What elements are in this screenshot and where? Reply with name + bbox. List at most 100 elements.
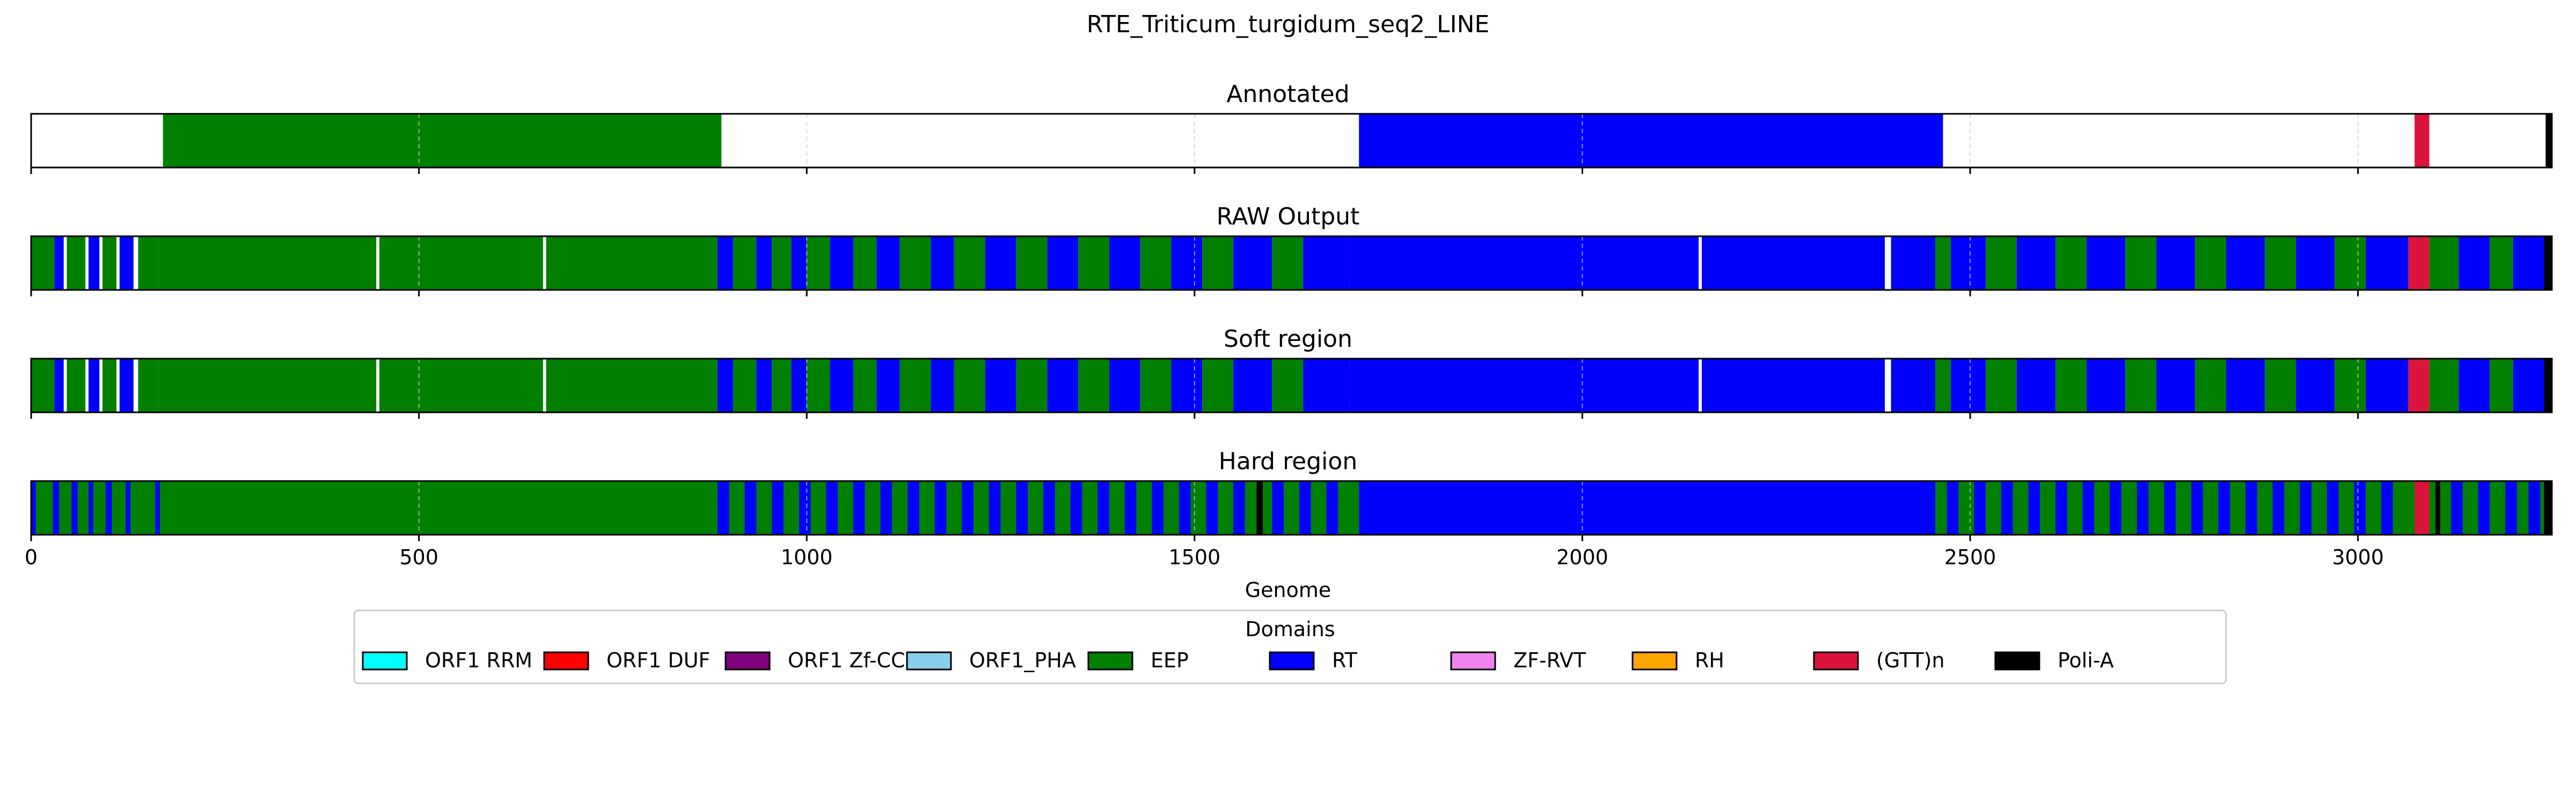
segment-eep <box>807 359 830 412</box>
segment-rt <box>756 236 772 290</box>
legend-label: ORF1_PHA <box>969 649 1076 672</box>
x-tick-label: 500 <box>399 545 438 569</box>
legend-label: Poli-A <box>2058 649 2114 672</box>
segment-rt <box>1702 236 1885 290</box>
segment-rt <box>876 359 900 412</box>
segment-eep <box>1985 359 2017 412</box>
segment-rt <box>88 236 100 290</box>
segment-eep <box>853 236 877 290</box>
segment-eep <box>67 359 86 412</box>
segment-eep <box>733 359 757 412</box>
track-annotated: Annotated <box>30 81 2553 174</box>
segment-rt <box>126 481 130 535</box>
legend-entry--gtt-n: (GTT)n <box>1813 649 1945 672</box>
segment-eep <box>954 236 985 290</box>
segment-rt <box>853 481 865 535</box>
segment-eep <box>1140 359 1172 412</box>
segment-eep <box>733 236 757 290</box>
segment-rt <box>88 359 100 412</box>
segment-eep <box>2125 236 2156 290</box>
segment-eep <box>379 236 543 290</box>
track-title: Annotated <box>1226 81 1349 108</box>
segment-eep <box>2334 359 2366 412</box>
segment--gtt-n <box>2408 359 2429 412</box>
segment-rt <box>2296 236 2335 290</box>
segment-rt <box>2226 236 2265 290</box>
segment-eep <box>899 359 931 412</box>
legend-label: RT <box>1332 649 1358 672</box>
segment-rt <box>31 481 36 535</box>
segment-rt <box>2354 481 2366 535</box>
segment-rt <box>908 481 919 535</box>
segment-eep <box>954 359 985 412</box>
segment-eep <box>2055 236 2087 290</box>
track-title: RAW Output <box>1217 203 1360 230</box>
x-tick-label: 3000 <box>2332 545 2384 569</box>
segment-rt <box>931 236 954 290</box>
segment-rt <box>54 359 64 412</box>
segment-rt <box>2528 481 2541 535</box>
segment-eep <box>2334 236 2366 290</box>
legend-entry-poli-a: Poli-A <box>1994 649 2114 672</box>
segment-rt <box>880 481 892 535</box>
segment-rt <box>2300 481 2311 535</box>
segment-rt <box>2156 359 2196 412</box>
x-tick-label: 0 <box>25 545 38 569</box>
x-tick-label: 2000 <box>1556 545 1608 569</box>
segment-rt <box>744 481 757 535</box>
x-tick-label: 1000 <box>781 545 833 569</box>
track-background <box>31 481 2552 535</box>
segment-eep <box>31 236 55 290</box>
segment-rt <box>2458 236 2490 290</box>
segment-rt <box>1349 359 1699 412</box>
segment-eep <box>159 359 377 412</box>
legend-entry-rt: RT <box>1269 649 1358 672</box>
segment-eep <box>2265 359 2296 412</box>
segment-rt <box>756 359 772 412</box>
segment-rt <box>2016 236 2056 290</box>
segment-rt <box>71 481 78 535</box>
segment-rt <box>1047 236 1079 290</box>
legend-entry-orf1-rrm: ORF1 RRM <box>362 649 532 672</box>
segment-rt <box>1206 481 1218 535</box>
legend-frame <box>353 609 2227 685</box>
segment-rt <box>1299 481 1311 535</box>
segment-eep <box>138 236 159 290</box>
segment-eep <box>2429 236 2459 290</box>
segment-rt <box>1303 236 1350 290</box>
track-title: Hard region <box>1219 448 1357 475</box>
track-hard-region: Hard region <box>30 448 2553 541</box>
segment--gtt-n <box>2414 114 2429 168</box>
segment-rt <box>2136 481 2149 535</box>
segment-rt <box>989 481 1001 535</box>
segment-rt <box>2478 481 2490 535</box>
segment-rt <box>1349 236 1699 290</box>
segment-rt <box>985 236 1016 290</box>
x-axis: 0 500 1000 1500 2000 2500 3000 <box>25 545 2384 569</box>
segment-eep <box>546 359 718 412</box>
segment-rt <box>1702 359 1885 412</box>
legend-title: Domains <box>1245 617 1335 641</box>
segment-eep <box>1272 359 1304 412</box>
legend-entry-orf1-duf: ORF1 DUF <box>543 649 710 672</box>
segment-rt <box>1974 481 1986 535</box>
segment-eep <box>1016 359 1048 412</box>
segment-eep <box>807 236 830 290</box>
segment-rt <box>1233 236 1272 290</box>
segment-rt <box>1233 359 1272 412</box>
segment-rt <box>799 481 811 535</box>
segment-rt <box>1109 236 1140 290</box>
segment-eep <box>2429 359 2459 412</box>
legend-label: EEP <box>1151 649 1189 672</box>
segment-eep <box>899 236 931 290</box>
segment-rt <box>1359 114 1943 168</box>
segment-rt <box>826 481 838 535</box>
track-raw-output: RAW Output <box>30 203 2553 296</box>
segment-rt <box>105 481 112 535</box>
segment-eep <box>1202 236 1234 290</box>
segment-eep <box>1078 359 1109 412</box>
segment-rt <box>2001 481 2013 535</box>
segment-rt <box>1171 236 1203 290</box>
segment-rt <box>1891 236 1936 290</box>
segment-eep <box>67 236 86 290</box>
